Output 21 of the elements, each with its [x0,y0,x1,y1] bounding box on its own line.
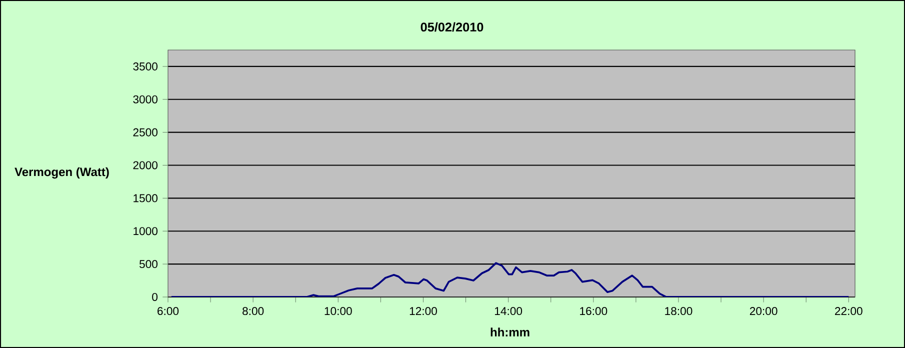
line-series [170,262,850,297]
x-tick-label: 16:00 [580,307,608,316]
y-tick-label: 3500 [133,62,158,70]
y-tick-label: 3000 [133,95,158,104]
x-axis-title: hh:mm [490,328,530,336]
chart-title: 05/02/2010 [420,22,484,32]
x-tick-label: 14:00 [494,307,522,316]
y-tick-label: 0 [152,292,158,302]
y-tick-label: 1500 [134,194,158,202]
y-tick-label: 1000 [134,227,158,236]
x-tick-label: 8:00 [242,307,264,316]
x-tick-label: 12:00 [410,307,437,316]
x-tick-label: 10:00 [324,307,352,316]
y-tick-label: 500 [140,260,158,268]
x-tick-label: 6:00 [158,307,179,316]
x-tick-label: 18:00 [665,307,692,316]
y-tick-label: 2500 [133,128,158,136]
y-tick-label: 2000 [133,161,158,170]
x-tick-label: 22:00 [835,307,862,316]
x-tick-label: 20:00 [750,307,778,316]
y-axis-title: Vermogen (Watt) [14,167,109,179]
